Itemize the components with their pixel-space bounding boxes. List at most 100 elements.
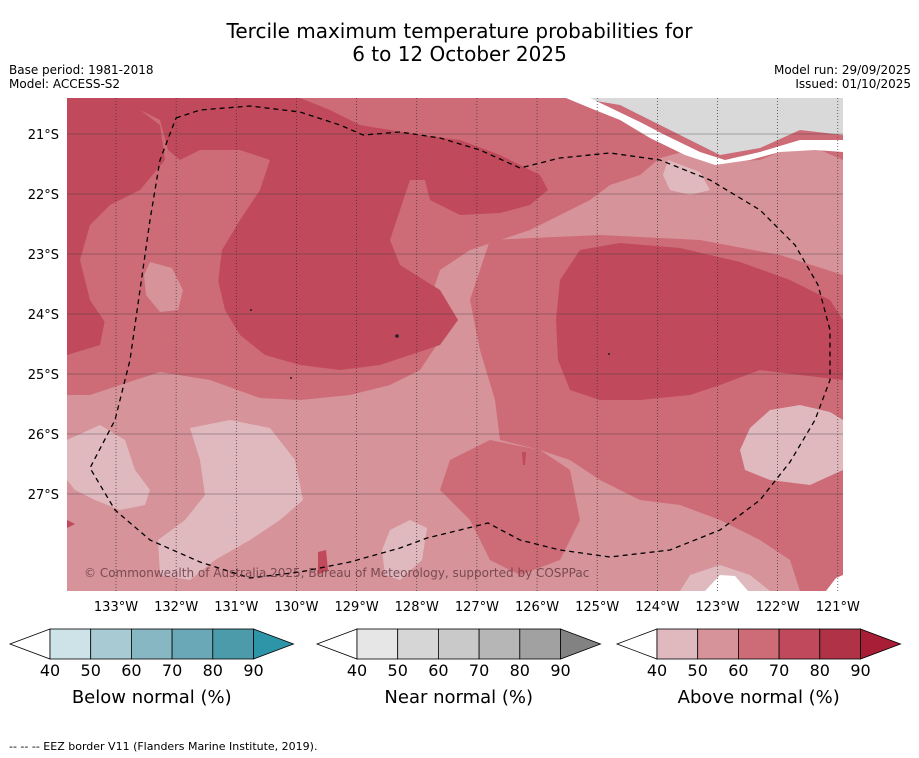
colorbar-tick-label: 40 bbox=[40, 661, 60, 680]
colorbar-min-extend bbox=[315, 628, 358, 660]
lon-label: 127°W bbox=[455, 600, 499, 615]
colorbar-segment bbox=[778, 628, 821, 660]
colorbar-tick-label: 60 bbox=[428, 661, 448, 680]
colorbars: 40 50 60 70 80 90 Below normal (%) 40 50 60 70 80 90… bbox=[8, 628, 902, 708]
colorbar-segment bbox=[130, 628, 173, 660]
island-4 bbox=[608, 353, 610, 355]
speck-2 bbox=[318, 550, 328, 575]
colorbar-near: 40 50 60 70 80 90 Near normal (%) bbox=[315, 628, 602, 708]
colorbar-tick-label: 90 bbox=[243, 661, 263, 680]
lat-label: 25°S bbox=[28, 368, 59, 383]
colorbar-tick-label: 80 bbox=[810, 661, 830, 680]
colorbar-segment bbox=[397, 628, 439, 660]
lon-label: 130°W bbox=[274, 600, 318, 615]
colorbar-tick-label: 70 bbox=[469, 661, 489, 680]
colorbar-tick-label: 80 bbox=[510, 661, 530, 680]
region-above-40-50-south bbox=[158, 420, 303, 580]
eez-legend-footer: -- -- -- EEZ border V11 (Flanders Marine… bbox=[9, 740, 318, 753]
region-above-70-80-west bbox=[67, 110, 165, 355]
map-title-line-1: Tercile maximum temperature probabilitie… bbox=[226, 19, 693, 43]
lat-label: 26°S bbox=[28, 428, 59, 443]
lat-label: 21°S bbox=[28, 128, 59, 143]
model-run: Model run: 29/09/2025 bbox=[773, 63, 911, 77]
colorbar-segment bbox=[697, 628, 739, 660]
colorbar-segment bbox=[437, 628, 480, 660]
colorbar-segment bbox=[738, 628, 780, 660]
speck-1 bbox=[522, 452, 526, 465]
region-white-border bbox=[566, 98, 843, 165]
lon-label: 123°W bbox=[695, 600, 739, 615]
colorbar-segment bbox=[90, 628, 132, 660]
issued-date: Issued: 01/10/2025 bbox=[795, 77, 911, 91]
region-white-patch-bottom-right bbox=[826, 575, 843, 591]
lon-label: 121°W bbox=[816, 600, 860, 615]
model-name: Model: ACCESS-S2 bbox=[9, 77, 121, 91]
colorbar-tick-label: 50 bbox=[81, 661, 101, 680]
probability-field bbox=[67, 98, 843, 591]
region-above-40-50-north-east bbox=[663, 160, 710, 195]
colorbar-title: Below normal (%) bbox=[72, 687, 232, 708]
region-above-60-70-bottom-right bbox=[810, 520, 843, 591]
lon-label: 129°W bbox=[335, 600, 379, 615]
colorbar-tick-label: 90 bbox=[850, 661, 870, 680]
colorbar-segment bbox=[819, 628, 861, 660]
colorbar-tick-label: 60 bbox=[728, 661, 748, 680]
lon-label: 125°W bbox=[575, 600, 619, 615]
colorbar-tick-label: 90 bbox=[550, 661, 570, 680]
region-above-40-50-east bbox=[740, 405, 843, 485]
colorbar-max-extend bbox=[560, 628, 602, 660]
colorbar-segment bbox=[171, 628, 214, 660]
lat-label: 23°S bbox=[28, 248, 59, 263]
colorbar-title: Above normal (%) bbox=[678, 687, 840, 708]
lat-label: 24°S bbox=[28, 308, 59, 323]
lon-label: 122°W bbox=[756, 600, 800, 615]
base-period: Base period: 1981-2018 bbox=[9, 63, 154, 77]
colorbar-segment bbox=[519, 628, 561, 660]
colorbar-min-extend bbox=[8, 628, 51, 660]
region-above-50-60-island bbox=[144, 262, 183, 312]
colorbar-tick-label: 40 bbox=[347, 661, 367, 680]
colorbar-min-extend bbox=[615, 628, 658, 660]
colorbar-above: 40 50 60 70 80 90 Above normal (%) bbox=[615, 628, 902, 708]
lon-label: 126°W bbox=[515, 600, 559, 615]
lon-label: 132°W bbox=[154, 600, 198, 615]
colorbar-tick-label: 70 bbox=[769, 661, 789, 680]
colorbar-tick-label: 80 bbox=[203, 661, 223, 680]
region-above-60-70-south bbox=[440, 440, 580, 575]
region-above-40-50-south-center bbox=[382, 520, 427, 580]
island-3 bbox=[290, 377, 292, 379]
graticule bbox=[67, 98, 843, 591]
colorbar-segment bbox=[49, 628, 92, 660]
lon-label: 124°W bbox=[635, 600, 679, 615]
meta-right: Model run: 29/09/2025 Issued: 01/10/2025 bbox=[774, 63, 911, 91]
colorbar-tick-label: 70 bbox=[162, 661, 182, 680]
colorbar-max-extend bbox=[253, 628, 295, 660]
region-white-patch-bottom bbox=[705, 575, 748, 591]
lon-label: 128°W bbox=[395, 600, 439, 615]
longitude-labels: 133°W 132°W 131°W 130°W 129°W 128°W 127°W 126°W… bbox=[94, 600, 860, 615]
colorbar-below: 40 50 60 70 80 90 Below normal (%) bbox=[8, 628, 295, 708]
colorbar-segment bbox=[478, 628, 521, 660]
speck-3 bbox=[67, 520, 75, 528]
colorbar-tick-label: 50 bbox=[688, 661, 708, 680]
colorbar-tick-label: 50 bbox=[388, 661, 408, 680]
region-above-70-80-northwest bbox=[67, 98, 548, 370]
meta-left: Base period: 1981-2018 Model: ACCESS-S2 bbox=[9, 63, 154, 91]
lon-label: 131°W bbox=[214, 600, 258, 615]
colorbar-tick-label: 60 bbox=[121, 661, 141, 680]
region-above-70-80-east bbox=[556, 243, 843, 400]
latitude-labels: 21°S 22°S 23°S 24°S 25°S 26°S 27°S bbox=[28, 128, 59, 503]
lat-label: 27°S bbox=[28, 488, 59, 503]
colorbar-title: Near normal (%) bbox=[384, 687, 533, 708]
map-title-line-2: 6 to 12 October 2025 bbox=[352, 42, 567, 66]
eez-border bbox=[89, 105, 831, 579]
region-no-data bbox=[575, 98, 843, 155]
lat-label: 22°S bbox=[28, 188, 59, 203]
colorbar-segment bbox=[356, 628, 399, 660]
region-above-40-50-southwest bbox=[67, 425, 150, 510]
copyright-text: © Commonwealth of Australia 2025, Bureau… bbox=[84, 566, 589, 580]
colorbar-segment bbox=[656, 628, 699, 660]
colorbar-tick-label: 40 bbox=[647, 661, 667, 680]
island-1 bbox=[395, 334, 399, 338]
